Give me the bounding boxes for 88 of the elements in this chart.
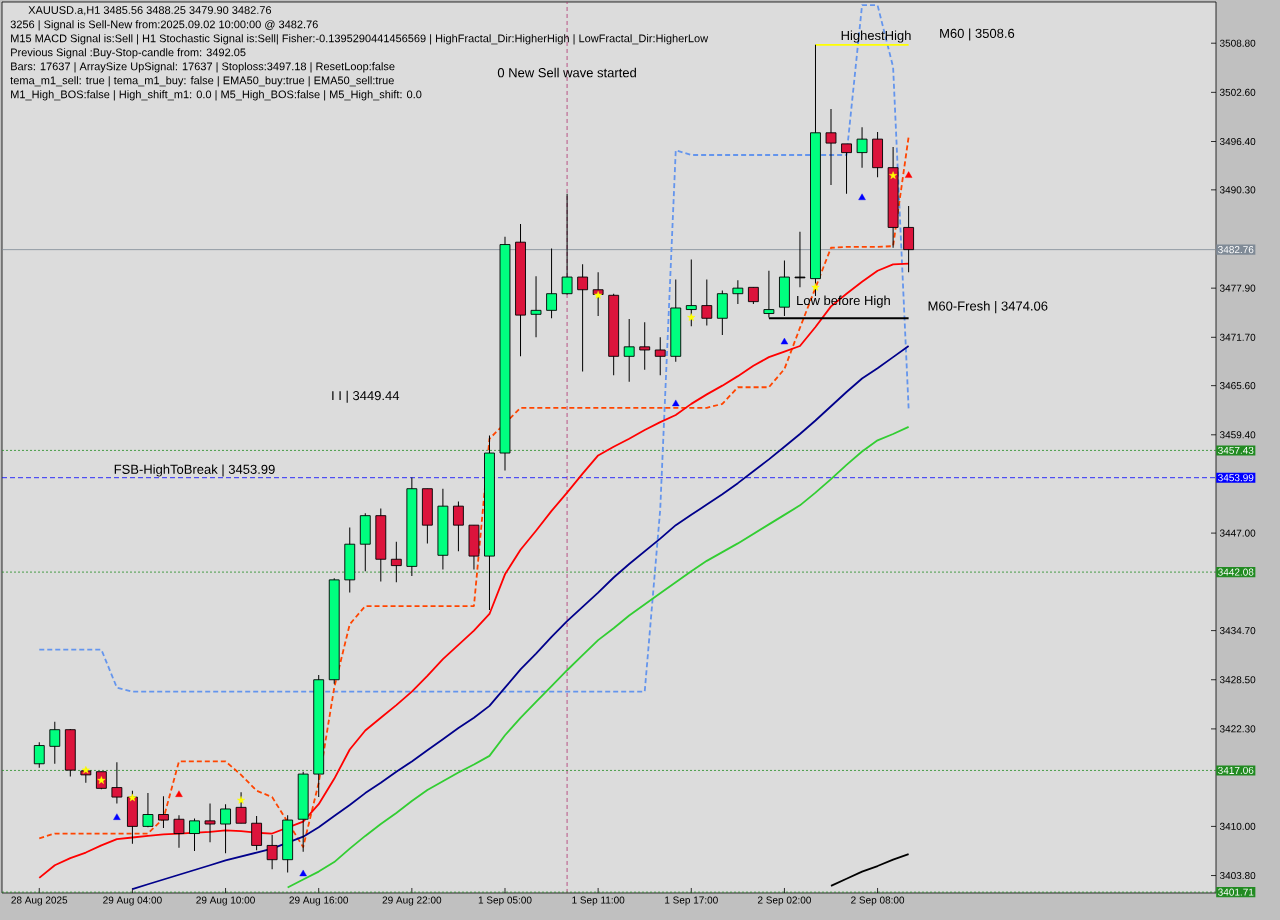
candlestick: [841, 143, 852, 195]
point: [811, 283, 820, 291]
candlestick: [453, 500, 464, 552]
candlestick: [577, 263, 589, 372]
candlestick: [173, 814, 185, 849]
candlestick: [111, 761, 123, 804]
candlestick: [561, 193, 573, 295]
text: M60 | 3508.6: [940, 28, 1015, 41]
annotation: M15 MACD Signal is:Sell | H1 Stochastic Signal is:Sell| Fisher:-0.1395290441456569 | HighFractal_Dir:HigherHigh | LowFractal_Dir:HigherLow: [11, 34, 709, 45]
y-tick-label: 3502.60: [1219, 88, 1256, 96]
annotation: 0 New Sell wave started: [497, 67, 636, 78]
ref-line-label: 3442.08: [1218, 568, 1254, 576]
x-tick-label: 28 Aug 2025: [11, 896, 68, 906]
x-tick-label: 29 Aug 10:00: [196, 896, 255, 906]
candlestick: [390, 541, 402, 583]
x-tick-label: 29 Aug 22:00: [382, 896, 442, 906]
candlestick: [654, 336, 666, 376]
y-tick-label: 3410.00: [1219, 822, 1256, 830]
candlestick: [158, 795, 169, 829]
candlestick: [685, 259, 697, 327]
candlestick: [701, 278, 713, 326]
point: [81, 765, 90, 774]
annotation: FSB-HighToBreak | 3453.99: [114, 464, 275, 477]
candlestick: [794, 231, 806, 288]
annotation: M1_High_BOS:false | High_shift_m1: 0.0 | M5_High_BOS:false | M5_High_shift: 0.0: [11, 90, 422, 101]
candlestick: [825, 108, 837, 186]
annotation: HighestHigh: [841, 30, 911, 43]
y-tick-label: 3422.30: [1219, 725, 1256, 733]
candlestick: [639, 321, 651, 371]
point: [175, 790, 183, 797]
point: [594, 291, 603, 299]
y-tick-label: 3471.70: [1219, 333, 1256, 341]
candlestick: [33, 741, 45, 769]
line-series: [830, 853, 910, 887]
y-tick-label: 3490.30: [1219, 186, 1256, 194]
y-tick-label: 3465.60: [1219, 382, 1256, 390]
candlestick: [530, 275, 542, 338]
ref-line-label: 3457.43: [1218, 446, 1254, 454]
candlestick: [189, 817, 200, 852]
y-tick-label: 3447.00: [1219, 529, 1256, 537]
point: [128, 793, 137, 802]
annotation: Bars: 17637 | ArraySize UpSignal: 17637 | Stoploss:3497.18 | ResetLoop:false: [11, 62, 395, 73]
annotation: I I | 3449.44: [332, 390, 400, 403]
y-tick-label: 3496.40: [1219, 137, 1256, 146]
ref-line-label: 3401.71: [1218, 888, 1254, 896]
point: [687, 313, 696, 321]
annotation: Previous Signal :Buy-Stop-candle from: 3492.05: [11, 48, 246, 59]
y-tick-label: 3428.50: [1219, 676, 1256, 684]
point: [672, 399, 680, 407]
annotation: tema_m1_sell: true | tema_m1_buy: false | EMA50_buy:true | EMA50_sell:true: [10, 76, 394, 87]
ref-line-label: 3453.99: [1218, 474, 1254, 482]
x-tick-label: 29 Aug 16:00: [289, 896, 349, 906]
candlestick: [49, 721, 61, 765]
point: [113, 813, 121, 820]
x-tick-label: 1 Sep 11:00: [572, 896, 625, 906]
candlestick: [732, 279, 744, 305]
point: [97, 776, 106, 784]
candlestick: [235, 791, 247, 824]
candlestick: [251, 815, 263, 851]
ref-line-label: 3417.06: [1218, 766, 1254, 774]
x-tick-label: 2 Sep 08:00: [851, 896, 905, 906]
annotation: 3256 | Signal is Sell-New from:2025.09.02 10:00:00 @ 3482.76: [10, 20, 318, 31]
point: [237, 796, 246, 804]
point: [904, 171, 913, 178]
y-tick-label: 3434.70: [1219, 627, 1256, 635]
x-tick-label: 1 Sep 17:00: [665, 896, 718, 906]
point: [299, 869, 307, 877]
candlestick: [903, 205, 915, 273]
x-tick-label: 1 Sep 05:00: [478, 896, 532, 906]
point: [858, 193, 866, 200]
ref-line-label: 3482.76: [1218, 246, 1254, 254]
x-tick-label: 29 Aug 04:00: [103, 896, 162, 906]
point: [780, 337, 789, 345]
candlestick: [856, 126, 868, 169]
y-tick-label: 3477.90: [1219, 284, 1256, 292]
y-tick-label: 3459.40: [1219, 431, 1256, 439]
candlestick: [142, 792, 154, 828]
candlestick: [546, 248, 557, 319]
y-tick-label: 3403.80: [1219, 872, 1256, 880]
point: [889, 171, 898, 180]
x-tick-label: 2 Sep 02:00: [757, 896, 811, 906]
y-tick-label: 3508.80: [1219, 39, 1256, 47]
candlestick: [220, 803, 231, 854]
candlestick: [204, 802, 216, 843]
chart-title: XAUUSD.a,H1 3485.56 3488.25 3479.90 3482.76: [28, 6, 272, 16]
candlestick: [266, 834, 278, 870]
candlestick: [623, 318, 635, 383]
text: M60-Fresh | 3474.06: [928, 301, 1048, 314]
